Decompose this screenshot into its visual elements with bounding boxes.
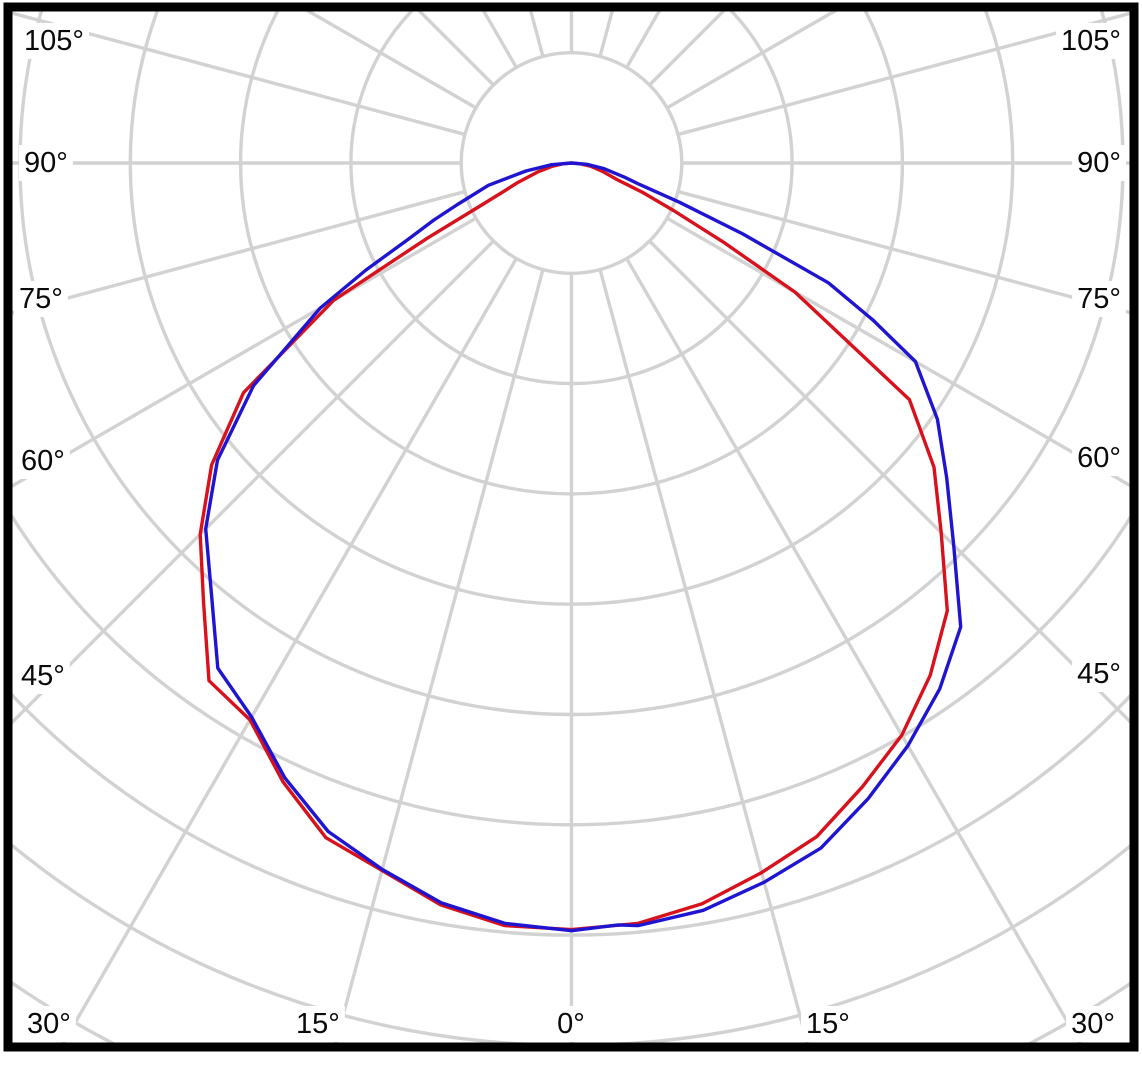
angle-label-backing [1066, 1006, 1120, 1042]
angle-label-r90: 90° [1077, 147, 1121, 179]
angle-label-r75: 75° [1077, 283, 1121, 315]
angle-label-b30r: 30° [1071, 1008, 1115, 1040]
angle-label-backing [291, 1006, 345, 1042]
angle-label-l30: 30° [27, 1008, 71, 1040]
angle-label-l90: 90° [24, 147, 68, 179]
grid-spoke [12, 11, 466, 137]
grid-spoke [305, 11, 477, 110]
grid-spoke [677, 189, 1130, 315]
angle-label-b15r: 15° [806, 1008, 850, 1040]
grid-spoke [12, 216, 477, 488]
angle-labels: 105° 90° 75° 60° 45° 30° 15° 0° 15° 30° 45° 60° 75° 9… [14, 23, 1126, 1042]
grid-spoke [12, 189, 466, 315]
angle-label-r45: 45° [1077, 658, 1121, 690]
angle-label-backing [1072, 656, 1126, 692]
series-blue-curve [203, 161, 963, 933]
angle-label-b15l: 15° [296, 1008, 340, 1040]
grid-spoke [666, 11, 838, 110]
angle-label-backing [801, 1006, 855, 1042]
angle-label-backing [19, 145, 73, 181]
grid-spoke [598, 269, 809, 1043]
angle-label-backing [14, 281, 68, 317]
chart-frame-border [3, 2, 1139, 1052]
grid-spoke [648, 239, 1130, 724]
angle-label-backing [552, 1006, 590, 1042]
angle-label-r105: 105° [1061, 25, 1121, 57]
angle-label-backing [16, 658, 70, 694]
grid-spoke [677, 11, 1130, 137]
grid-spoke [666, 216, 1130, 488]
grid-spoke [12, 239, 495, 725]
angle-label-backing [1072, 440, 1126, 476]
angle-label-b0: 0° [557, 1008, 585, 1040]
angle-label-r60: 60° [1077, 442, 1121, 474]
angle-label-backing [1072, 145, 1126, 181]
angle-label-l105: 105° [24, 25, 84, 57]
grid-spoke [334, 269, 545, 1043]
angle-label-l45: 45° [21, 660, 65, 692]
angle-label-backing [1056, 23, 1126, 59]
angle-label-backing [16, 443, 70, 479]
angle-label-backing [19, 23, 89, 59]
series-red-curve [198, 161, 949, 932]
angle-label-backing [1072, 281, 1126, 317]
intensity-curves [198, 161, 963, 933]
angle-label-l60: 60° [21, 445, 65, 477]
angle-label-l75: 75° [19, 283, 63, 315]
angle-label-backing [22, 1006, 76, 1042]
